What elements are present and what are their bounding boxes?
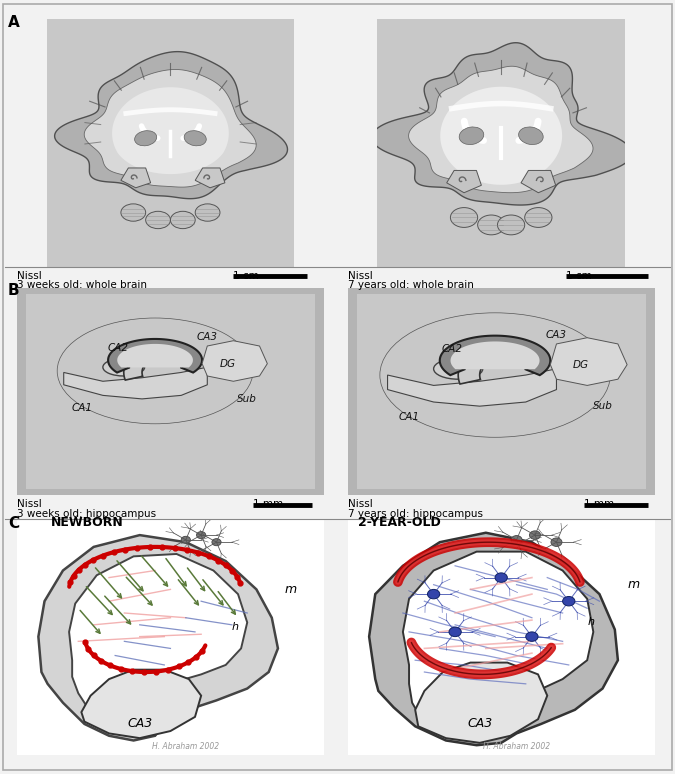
Circle shape — [529, 531, 541, 539]
Text: 1 cm: 1 cm — [233, 271, 259, 281]
Circle shape — [196, 532, 206, 539]
Polygon shape — [447, 170, 481, 193]
FancyArrowPatch shape — [142, 126, 158, 139]
Polygon shape — [69, 554, 247, 721]
Circle shape — [562, 597, 575, 606]
Text: DG: DG — [220, 358, 236, 368]
Ellipse shape — [184, 131, 207, 146]
Polygon shape — [121, 168, 151, 188]
Ellipse shape — [478, 215, 505, 235]
Polygon shape — [38, 535, 278, 741]
Text: Sub: Sub — [236, 394, 256, 404]
Text: H. Abraham 2002: H. Abraham 2002 — [483, 742, 550, 751]
Text: m: m — [284, 583, 296, 596]
Circle shape — [526, 632, 538, 642]
Polygon shape — [521, 170, 556, 193]
Text: H. Abraham 2002: H. Abraham 2002 — [153, 742, 219, 751]
Ellipse shape — [450, 207, 478, 228]
Polygon shape — [387, 369, 556, 406]
Polygon shape — [440, 87, 562, 185]
Text: Nissl: Nissl — [348, 499, 373, 509]
Polygon shape — [440, 336, 550, 375]
FancyArrowPatch shape — [519, 122, 538, 140]
Ellipse shape — [497, 215, 524, 235]
Text: NEWBORN: NEWBORN — [51, 516, 124, 529]
Text: Sub: Sub — [593, 401, 612, 411]
Ellipse shape — [380, 313, 610, 437]
Polygon shape — [124, 348, 173, 380]
Circle shape — [449, 627, 461, 636]
Text: h: h — [587, 618, 594, 628]
Text: CA3: CA3 — [467, 717, 492, 731]
Ellipse shape — [518, 127, 543, 145]
Text: 3 weeks old: hippocampus: 3 weeks old: hippocampus — [17, 509, 156, 519]
Text: CA1: CA1 — [398, 412, 420, 422]
Text: 1 mm: 1 mm — [584, 499, 614, 509]
Polygon shape — [84, 70, 256, 187]
Text: CA3: CA3 — [127, 717, 153, 731]
Text: 3 weeks old: whole brain: 3 weeks old: whole brain — [17, 280, 147, 290]
Ellipse shape — [121, 204, 146, 221]
Polygon shape — [202, 341, 267, 382]
Text: 1 mm: 1 mm — [253, 499, 284, 509]
FancyArrowPatch shape — [183, 126, 199, 139]
Text: A: A — [8, 15, 20, 30]
Polygon shape — [415, 663, 547, 743]
Ellipse shape — [170, 211, 195, 228]
Text: 7 years old: hippocampus: 7 years old: hippocampus — [348, 509, 483, 519]
Text: CA3: CA3 — [197, 333, 218, 342]
Polygon shape — [117, 344, 193, 368]
Text: Nissl: Nissl — [348, 271, 373, 281]
Circle shape — [551, 538, 562, 546]
Text: CA2: CA2 — [107, 343, 128, 353]
Text: Nissl: Nissl — [17, 499, 42, 509]
Circle shape — [181, 536, 190, 543]
Ellipse shape — [433, 358, 483, 379]
Polygon shape — [450, 341, 539, 369]
Text: 1 cm: 1 cm — [566, 271, 591, 281]
Circle shape — [212, 539, 221, 546]
Text: Nissl: Nissl — [17, 271, 42, 281]
Text: CA3: CA3 — [546, 330, 567, 340]
Text: CA1: CA1 — [72, 402, 92, 413]
Text: CA2: CA2 — [441, 344, 462, 354]
Polygon shape — [408, 67, 593, 193]
Ellipse shape — [195, 204, 220, 221]
Text: m: m — [627, 578, 639, 591]
Circle shape — [495, 573, 508, 582]
Text: C: C — [8, 516, 19, 531]
Polygon shape — [82, 670, 201, 738]
Circle shape — [427, 590, 440, 599]
Polygon shape — [195, 168, 225, 188]
Text: 2-YEAR-OLD: 2-YEAR-OLD — [358, 516, 441, 529]
Polygon shape — [372, 43, 632, 205]
Polygon shape — [108, 339, 202, 372]
Ellipse shape — [146, 211, 170, 228]
Ellipse shape — [459, 127, 484, 145]
FancyArrowPatch shape — [464, 122, 483, 140]
Polygon shape — [369, 533, 618, 745]
Circle shape — [511, 536, 522, 544]
Text: B: B — [8, 283, 20, 297]
Polygon shape — [112, 87, 229, 174]
Text: 7 years old: whole brain: 7 years old: whole brain — [348, 280, 473, 290]
Ellipse shape — [524, 207, 552, 228]
Ellipse shape — [57, 318, 253, 424]
Polygon shape — [458, 346, 516, 384]
Polygon shape — [63, 367, 207, 399]
Polygon shape — [550, 337, 627, 385]
Ellipse shape — [103, 358, 144, 376]
Text: h: h — [232, 622, 239, 632]
Text: DG: DG — [573, 360, 589, 370]
Polygon shape — [403, 552, 593, 734]
Polygon shape — [55, 52, 288, 199]
Ellipse shape — [134, 131, 157, 146]
